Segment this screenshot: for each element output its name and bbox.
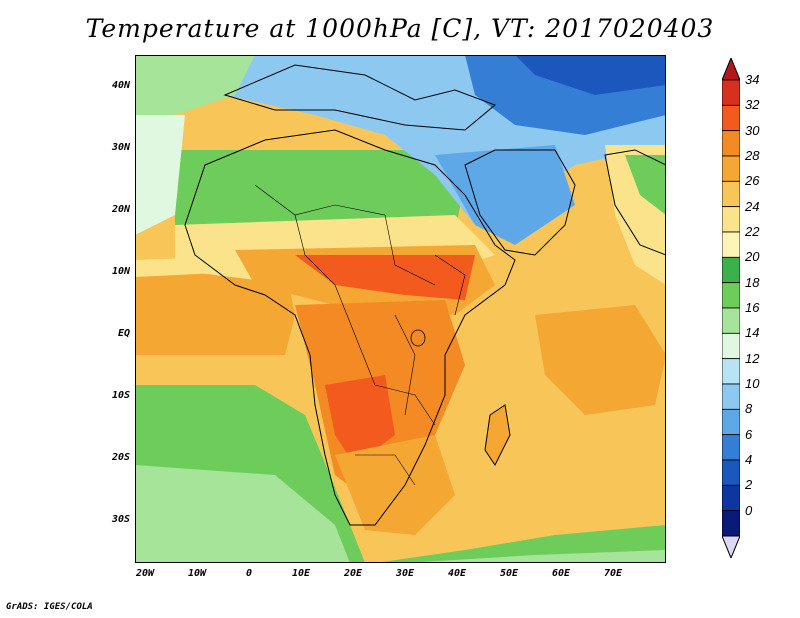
- lat-tick-20s: 20S: [111, 452, 130, 463]
- credit-text: GrADS: IGES/COLA: [6, 602, 93, 612]
- colorbar-label: 12: [745, 350, 760, 366]
- colorbar-swatch: [721, 383, 741, 410]
- colorbar-swatch: [721, 459, 741, 486]
- india-green: [625, 155, 666, 215]
- colorbar-label: 22: [745, 224, 760, 239]
- colorbar-label: 10: [745, 376, 760, 391]
- colorbar-label: 0: [745, 502, 753, 518]
- colorbar-swatch: [721, 256, 741, 284]
- lon-tick-60e: 60E: [551, 568, 571, 579]
- colorbar-swatch: [721, 510, 741, 537]
- colorbar-swatch: [721, 155, 741, 182]
- country-borders: [254, 184, 466, 486]
- temperature-map: [135, 55, 666, 563]
- colorbar-label: 2: [745, 477, 753, 493]
- colorbar-label: 16: [745, 300, 760, 315]
- colorbar-label: 24: [745, 198, 760, 214]
- lon-tick-20e: 20E: [343, 568, 363, 579]
- colorbar-swatch: [721, 180, 741, 208]
- arabia-cold-region: [435, 145, 575, 245]
- colorbar-top-arrow: [721, 56, 741, 81]
- lon-tick-10e: 10E: [291, 568, 311, 579]
- colorbar-swatch: [721, 484, 741, 512]
- colorbar-swatch: [721, 332, 741, 360]
- north-atlantic-cool: [135, 55, 255, 115]
- lat-tick-40n: 40N: [111, 80, 130, 91]
- colorbar-swatch: [721, 434, 741, 461]
- lat-tick-30s: 30S: [111, 514, 130, 525]
- colorbar-label: 6: [745, 426, 753, 442]
- colorbar-label: 18: [745, 274, 760, 290]
- chart-title: Temperature at 1000hPa [C], VT: 20170204…: [85, 14, 715, 43]
- lake-victoria: [410, 329, 426, 347]
- southern-africa-warm: [335, 435, 455, 535]
- southern-ocean-edge: [405, 550, 666, 563]
- colorbar-label: 26: [745, 173, 760, 189]
- southern-interior-hot: [325, 375, 395, 465]
- colorbar: [721, 56, 741, 560]
- lon-tick-50e: 50E: [499, 568, 519, 579]
- colorbar-label: 28: [745, 148, 760, 163]
- lat-tick-10s: 10S: [111, 390, 130, 401]
- colorbar-swatch: [721, 231, 741, 258]
- colorbar-swatch: [721, 206, 741, 233]
- lon-tick-10w: 10W: [187, 568, 207, 579]
- tropical-atlantic-warm: [135, 265, 295, 355]
- indian-ocean-hot-patch: [535, 305, 666, 415]
- colorbar-label: 14: [745, 325, 760, 341]
- lat-tick-20n: 20N: [111, 204, 130, 215]
- colorbar-swatch: [721, 104, 741, 132]
- map-frame-border: [135, 55, 666, 563]
- colorbar-label: 4: [745, 452, 753, 467]
- lon-tick-0: 0: [245, 568, 253, 579]
- colorbar-swatch: [721, 307, 741, 334]
- lat-tick-10n: 10N: [111, 266, 130, 277]
- africa-coastline: [184, 129, 516, 526]
- colorbar-swatch: [721, 130, 741, 157]
- colorbar-swatch: [721, 358, 741, 385]
- madagascar-island: [484, 404, 511, 466]
- lon-tick-30e: 30E: [395, 568, 415, 579]
- lat-tick-eq: EQ: [117, 328, 130, 339]
- lat-tick-30n: 30N: [111, 142, 130, 153]
- colorbar-label: 8: [745, 401, 753, 417]
- colorbar-bottom-arrow: [721, 535, 741, 560]
- south-atlantic-light-band: [135, 465, 350, 563]
- colorbar-swatch: [721, 408, 741, 436]
- colorbar-label: 34: [745, 72, 760, 87]
- caspian-deep-cold: [515, 55, 666, 95]
- colorbar-swatch: [721, 79, 741, 106]
- lon-tick-40e: 40E: [447, 568, 467, 579]
- colorbar-swatch: [721, 282, 741, 309]
- north-atlantic-pale: [135, 115, 185, 235]
- india-coastline: [604, 149, 666, 256]
- colorbar-label: 30: [745, 122, 760, 138]
- arabia-coastline: [464, 149, 576, 256]
- colorbar-label: 32: [745, 97, 760, 113]
- europe-coastline: [223, 64, 496, 131]
- colorbar-label: 20: [745, 249, 760, 265]
- lon-tick-20w: 20W: [135, 568, 155, 579]
- lon-tick-70e: 70E: [603, 568, 623, 579]
- sahel-very-hot: [295, 255, 475, 300]
